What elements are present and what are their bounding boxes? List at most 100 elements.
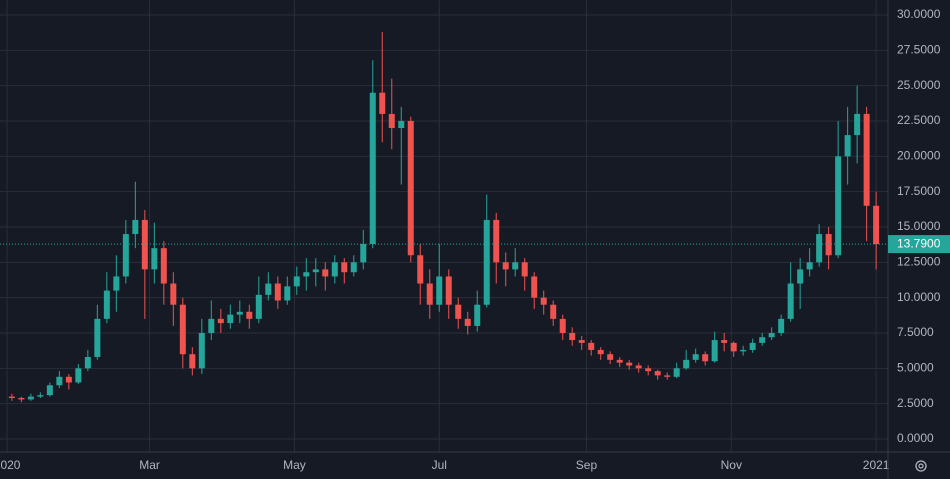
- candle-body: [132, 219, 139, 235]
- candle: [825, 226, 832, 270]
- candle: [673, 362, 680, 379]
- candle: [46, 382, 53, 397]
- candle-body: [578, 340, 585, 343]
- last-price-label: 13.7900: [897, 236, 941, 250]
- y-tick-label: 5.0000: [897, 360, 934, 374]
- candle-body: [141, 219, 148, 270]
- candle-body: [664, 375, 671, 377]
- candle-body: [806, 262, 813, 270]
- candle: [360, 229, 367, 270]
- y-tick-label: 20.0000: [897, 148, 941, 162]
- candle: [768, 327, 775, 341]
- candle: [569, 327, 576, 346]
- candle-body: [797, 269, 804, 284]
- candle-body: [711, 340, 718, 362]
- candle-body: [179, 304, 186, 355]
- candle-body: [768, 332, 775, 338]
- candle-body: [778, 318, 785, 333]
- x-tick-label: Sep: [576, 458, 598, 472]
- candle-body: [208, 318, 215, 333]
- candle-body: [512, 262, 519, 270]
- candle: [274, 276, 281, 309]
- y-tick-label: 12.5000: [897, 254, 941, 268]
- candle-body: [426, 283, 433, 305]
- candle-body: [341, 262, 348, 273]
- candle-body: [113, 276, 120, 291]
- candle: [27, 393, 34, 401]
- candle: [474, 290, 481, 332]
- candle: [844, 106, 851, 185]
- candle-body: [616, 359, 623, 363]
- candle-body: [246, 311, 253, 319]
- candle-body: [284, 286, 291, 301]
- candle-body: [417, 255, 424, 284]
- candle-body: [388, 113, 395, 129]
- candle: [702, 351, 709, 366]
- candle-body: [94, 318, 101, 358]
- candle-body: [787, 283, 794, 319]
- candle: [521, 258, 528, 291]
- y-tick-label: 10.0000: [897, 290, 941, 304]
- candle-body: [8, 396, 15, 399]
- candle-body: [369, 92, 376, 244]
- y-tick-label: 25.0000: [897, 78, 941, 92]
- candle: [816, 224, 823, 267]
- candle: [151, 222, 158, 284]
- x-tick-label: May: [283, 458, 306, 472]
- candle-body: [683, 359, 690, 369]
- candle-body: [854, 113, 861, 136]
- candle: [350, 255, 357, 277]
- candle: [170, 272, 177, 326]
- candle: [502, 252, 509, 287]
- candle-body: [360, 243, 367, 263]
- candle: [749, 338, 756, 353]
- candle: [540, 290, 547, 315]
- candle: [664, 372, 671, 380]
- candle-body: [122, 234, 129, 277]
- candle-body: [379, 92, 386, 114]
- candle: [18, 396, 25, 403]
- candle: [227, 304, 234, 329]
- candle: [56, 371, 63, 389]
- candle: [265, 272, 272, 301]
- candle-body: [863, 113, 870, 206]
- candle-body: [749, 342, 756, 350]
- candle-body: [654, 371, 661, 376]
- candle: [787, 262, 794, 322]
- candle-body: [702, 354, 709, 362]
- candle: [284, 276, 291, 305]
- candle: [341, 258, 348, 284]
- candle: [94, 304, 101, 360]
- candle: [683, 349, 690, 370]
- candle: [208, 300, 215, 341]
- candle-body: [873, 205, 880, 245]
- candle: [417, 243, 424, 305]
- candle: [626, 359, 633, 370]
- y-tick-label: 15.0000: [897, 219, 941, 233]
- candle: [160, 241, 167, 305]
- settings-icon[interactable]: [915, 460, 927, 472]
- candle: [37, 392, 44, 399]
- candle: [559, 314, 566, 341]
- candle: [493, 212, 500, 284]
- candle: [84, 349, 91, 372]
- candle: [8, 393, 15, 401]
- candle: [122, 219, 129, 284]
- candle-body: [673, 368, 680, 377]
- candle-body: [84, 357, 91, 369]
- candle: [407, 116, 414, 263]
- candle: [426, 269, 433, 319]
- x-tick-label: Nov: [721, 458, 742, 472]
- candle-body: [436, 276, 443, 305]
- candle: [873, 191, 880, 270]
- candle: [578, 335, 585, 350]
- candle: [293, 266, 300, 295]
- y-tick-label: 2.5000: [897, 396, 934, 410]
- candle-body: [217, 318, 224, 324]
- candle: [445, 269, 452, 319]
- candle-body: [103, 290, 110, 319]
- candle: [398, 106, 405, 185]
- candle-body: [521, 262, 528, 277]
- candle-body: [825, 234, 832, 256]
- candle: [312, 258, 319, 287]
